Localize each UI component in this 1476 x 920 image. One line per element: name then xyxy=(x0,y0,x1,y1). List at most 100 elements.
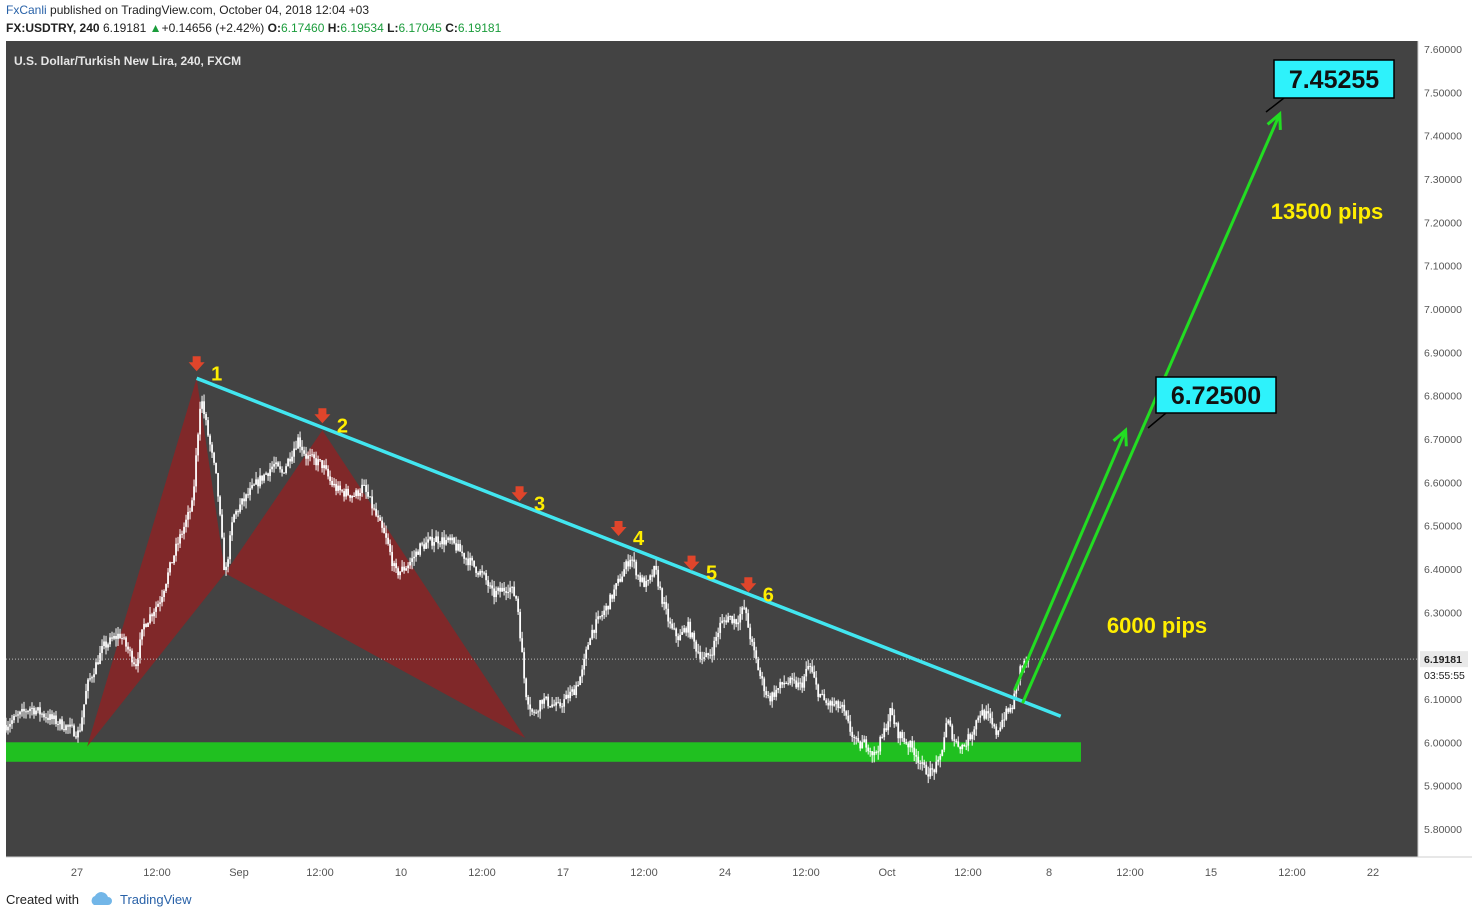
candle xyxy=(733,619,736,624)
candle xyxy=(895,723,898,725)
candle xyxy=(813,671,816,678)
candle xyxy=(945,723,948,738)
x-tick-label: Sep xyxy=(229,867,249,879)
x-tick-label: 12:00 xyxy=(143,867,171,879)
candle xyxy=(989,713,992,719)
candle xyxy=(65,725,67,731)
candle xyxy=(673,628,676,630)
candle xyxy=(261,475,263,481)
author-link[interactable]: FxCanli xyxy=(6,3,47,17)
candle xyxy=(241,498,243,505)
candle xyxy=(905,741,908,744)
candle xyxy=(885,728,888,731)
tradingview-link[interactable]: TradingView xyxy=(120,892,192,907)
candle xyxy=(423,544,425,549)
candle xyxy=(911,741,914,748)
close-label: C: xyxy=(445,21,458,35)
candle xyxy=(793,679,796,681)
candle xyxy=(299,437,301,447)
candle xyxy=(613,589,616,599)
candle xyxy=(435,536,438,543)
candle xyxy=(411,558,413,562)
candle xyxy=(957,741,960,747)
candle xyxy=(707,653,710,655)
candle xyxy=(169,562,171,573)
candle xyxy=(913,747,916,756)
candle xyxy=(291,456,293,462)
candle xyxy=(459,543,462,552)
projection-arrow-2[interactable] xyxy=(1021,113,1282,704)
candle xyxy=(53,715,55,720)
candle xyxy=(243,498,245,502)
candle xyxy=(363,484,365,486)
candle xyxy=(627,561,630,567)
pattern-triangle-xab[interactable] xyxy=(87,378,226,747)
chart-title: U.S. Dollar/Turkish New Lira, 240, FXCM xyxy=(14,54,241,68)
x-tick-label: 10 xyxy=(395,867,407,879)
candle xyxy=(889,708,892,722)
candle xyxy=(785,682,788,684)
candle xyxy=(687,621,690,633)
candle xyxy=(649,575,652,581)
support-zone[interactable] xyxy=(6,742,1081,762)
candle xyxy=(869,751,872,753)
candle xyxy=(135,664,137,667)
price-axis[interactable] xyxy=(1418,41,1472,857)
candle xyxy=(455,543,458,551)
target-box[interactable] xyxy=(1155,376,1277,414)
candle xyxy=(639,575,642,582)
candle xyxy=(11,720,13,724)
candle xyxy=(41,713,43,715)
candle xyxy=(231,522,233,536)
candle xyxy=(391,551,393,566)
candle xyxy=(871,751,874,756)
footer: Created with TradingView xyxy=(6,892,192,912)
candle xyxy=(645,580,648,587)
candle xyxy=(431,536,433,546)
projection-arrow-1[interactable] xyxy=(1013,429,1127,691)
candle xyxy=(631,559,634,561)
pattern-triangle-bcd[interactable] xyxy=(225,430,526,738)
candle xyxy=(933,769,936,773)
candle xyxy=(857,738,860,742)
candle xyxy=(597,616,600,620)
created-with-text: Created with xyxy=(6,892,79,907)
target-box[interactable] xyxy=(1273,59,1395,99)
candle xyxy=(319,459,321,461)
candle xyxy=(671,623,674,629)
candle xyxy=(939,755,942,760)
candle xyxy=(961,745,964,750)
open-label: O: xyxy=(267,21,281,35)
candle xyxy=(651,575,654,577)
candle xyxy=(929,768,932,777)
time-axis[interactable] xyxy=(6,857,1472,885)
candle xyxy=(253,484,255,486)
candle xyxy=(487,580,490,586)
resistance-trendline[interactable] xyxy=(196,376,1062,718)
candle xyxy=(985,711,988,719)
candle xyxy=(647,580,650,582)
candle xyxy=(765,691,768,695)
candle xyxy=(975,720,978,730)
candle xyxy=(831,701,834,706)
candle xyxy=(811,666,814,672)
candle xyxy=(669,621,672,624)
candle xyxy=(245,494,247,502)
candle xyxy=(927,774,930,777)
candle xyxy=(275,462,277,465)
candle xyxy=(403,566,405,571)
candle xyxy=(285,466,287,473)
published-text: published on TradingView.com, October 04… xyxy=(50,3,370,17)
candle xyxy=(267,473,269,476)
candle xyxy=(569,691,572,699)
current-price-tag xyxy=(1420,651,1468,668)
candle xyxy=(139,639,141,659)
candle xyxy=(465,558,468,560)
candle xyxy=(713,640,716,656)
candle xyxy=(661,588,664,604)
x-tick-label: 15 xyxy=(1205,867,1217,879)
candle xyxy=(199,408,201,435)
plot-area[interactable] xyxy=(6,41,1418,857)
candle xyxy=(955,740,958,742)
